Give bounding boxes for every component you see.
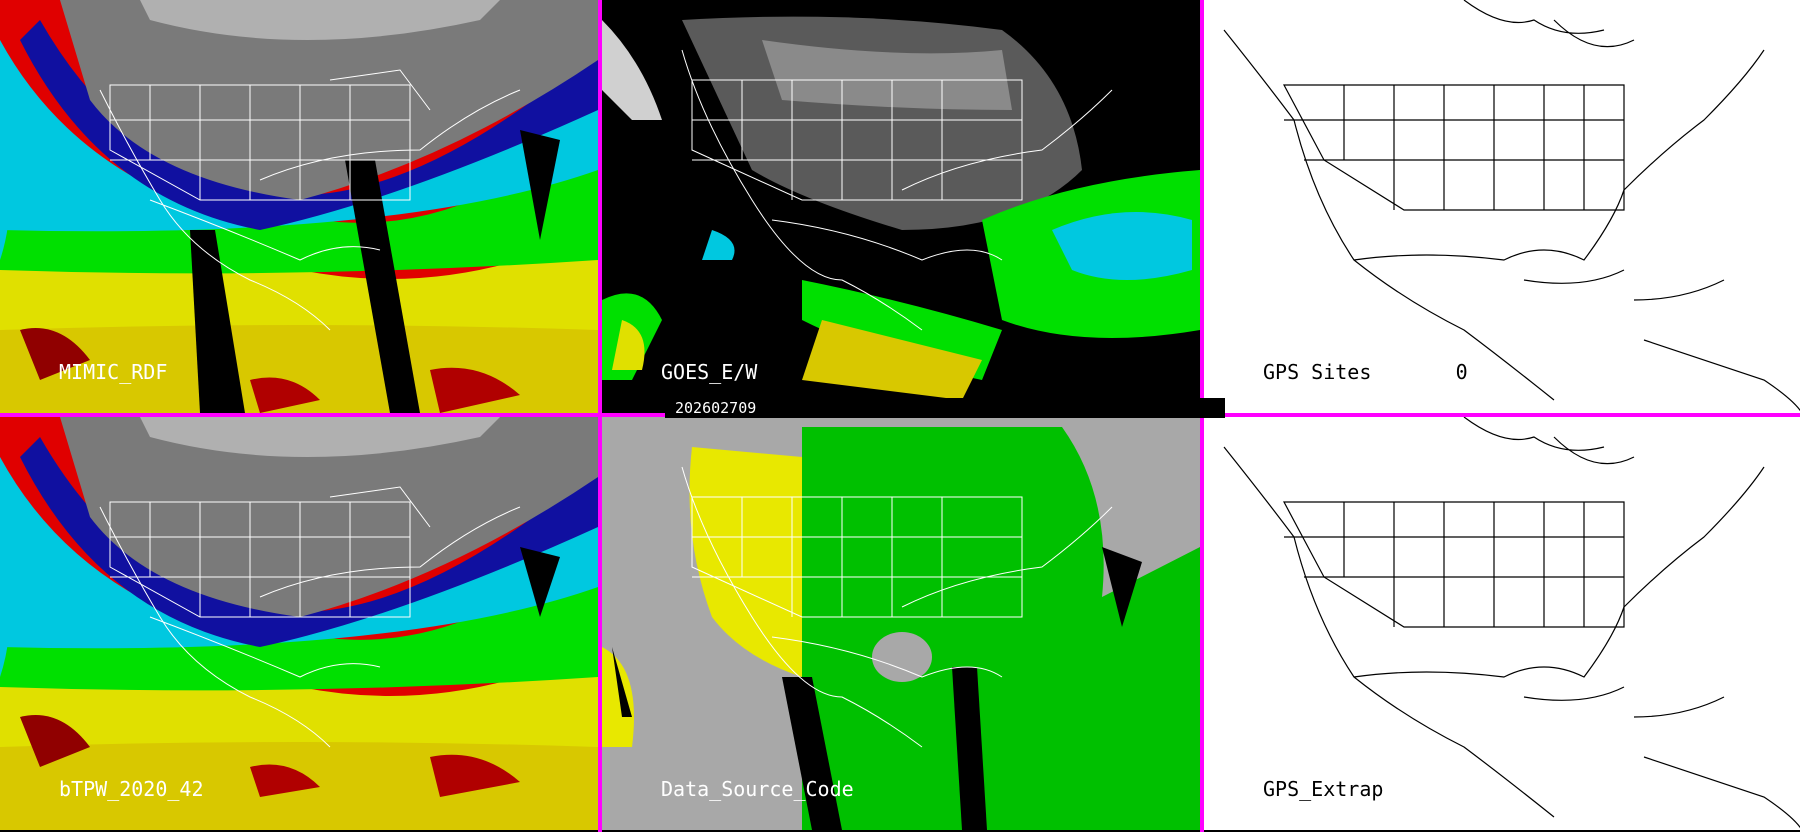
panel-data-source-code: Data_Source_Code — [602, 417, 1200, 830]
panel-gps-sites: GPS Sites 0 — [1204, 0, 1800, 413]
panel-label-data-source-code: Data_Source_Code — [661, 777, 854, 801]
panel-label-btpw-2020-42: bTPW_2020_42 — [59, 777, 204, 801]
gps-extrap-map — [1204, 417, 1800, 830]
panel-btpw-2020-42: bTPW_2020_42 — [0, 417, 598, 830]
coastline-outline — [681, 49, 1113, 331]
panel-mimic-rdf: MIMIC_RDF — [0, 0, 598, 413]
coastline-outline — [1223, 0, 1800, 412]
panel-label-gps-extrap: GPS_Extrap — [1263, 777, 1384, 801]
panel-label-gps-sites: GPS Sites 0 — [1263, 360, 1468, 384]
gps-sites-map — [1204, 0, 1800, 413]
coastline-outline — [99, 486, 521, 748]
tpw-field-map — [0, 417, 598, 830]
timestamp-label: 202602709 — [665, 398, 1225, 418]
coastline-outline — [681, 466, 1113, 748]
coastline-outline — [99, 69, 521, 331]
coastline-outline — [1223, 417, 1800, 829]
panel-label-goes-ew: GOES_E/W — [661, 360, 758, 384]
panel-goes-ew: GOES_E/W — [602, 0, 1200, 413]
panel-label-mimic-rdf: MIMIC_RDF — [59, 360, 168, 384]
goes-map — [602, 0, 1200, 413]
data-source-map — [602, 417, 1200, 830]
panel-gps-extrap: GPS_Extrap — [1204, 417, 1800, 830]
tpw-field-map — [0, 0, 598, 413]
